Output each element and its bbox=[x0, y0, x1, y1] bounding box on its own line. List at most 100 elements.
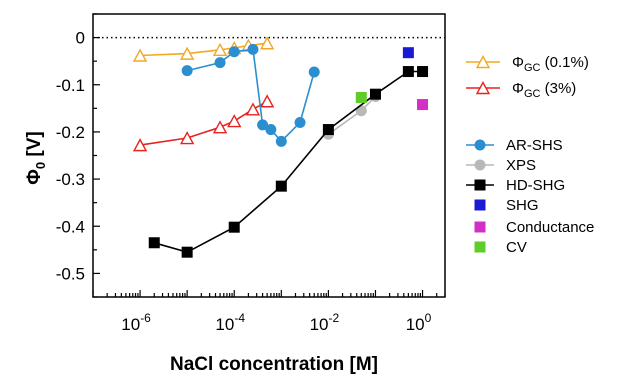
series-line bbox=[187, 48, 315, 143]
legend-label-main: XPS bbox=[506, 157, 536, 174]
legend-marker bbox=[475, 55, 491, 69]
legend-label: ΦGC (3%) bbox=[512, 80, 576, 100]
x-tick-label: 10-6 bbox=[121, 311, 151, 334]
y-tick-label: -0.5 bbox=[56, 264, 85, 283]
legend-label-sub: GC bbox=[524, 88, 541, 100]
legend-label: HD-SHG bbox=[506, 177, 565, 194]
legend-top: ΦGC (0.1%)ΦGC (3%) bbox=[466, 54, 589, 100]
x-tick-label-base: 10 bbox=[121, 315, 140, 334]
legend-marker bbox=[475, 81, 491, 95]
data-point bbox=[228, 46, 240, 58]
legend-entry: Conductance bbox=[474, 219, 594, 236]
legend-label-main: Conductance bbox=[506, 219, 594, 236]
data-point bbox=[275, 180, 287, 192]
data-point bbox=[181, 246, 193, 258]
series---gc-3 bbox=[132, 94, 275, 152]
legend-entry: ΦGC (0.1%) bbox=[466, 54, 589, 74]
x-axis: 10-6 10-4 10-2 100 bbox=[92, 290, 446, 334]
series-layer bbox=[132, 36, 429, 258]
legend-label-main: AR-SHS bbox=[506, 137, 563, 154]
legend-marker bbox=[474, 221, 486, 233]
x-axis-title: NaCl concentration [M] bbox=[170, 354, 378, 375]
data-point bbox=[179, 46, 195, 60]
y-axis-title-sub: 0 bbox=[33, 162, 48, 169]
x-tick-label: 10-2 bbox=[310, 311, 340, 334]
legend-label-main: Φ bbox=[512, 54, 524, 71]
data-point bbox=[417, 66, 429, 78]
data-point bbox=[308, 66, 320, 78]
data-point bbox=[402, 66, 414, 78]
legend-label-suffix: (3%) bbox=[540, 80, 576, 97]
legend-label: XPS bbox=[506, 157, 536, 174]
y-tick-label: -0.2 bbox=[56, 123, 85, 142]
y-axis: 0 -0.1 -0.2 -0.3 -0.4 -0.5 bbox=[56, 13, 100, 298]
legend-label-main: SHG bbox=[506, 197, 539, 214]
legend-label: SHG bbox=[506, 197, 539, 214]
x-tick-label-base: 10 bbox=[310, 315, 329, 334]
plot-area bbox=[92, 13, 446, 298]
series-ar-shs bbox=[181, 43, 320, 147]
data-point bbox=[132, 138, 148, 152]
series-shg bbox=[402, 47, 414, 59]
legend-entry: AR-SHS bbox=[466, 137, 563, 154]
data-point bbox=[355, 91, 367, 103]
series-line bbox=[153, 70, 423, 254]
data-point bbox=[265, 124, 277, 136]
legend-entry: XPS bbox=[466, 157, 536, 174]
legend-label-main: HD-SHG bbox=[506, 177, 565, 194]
x-tick-label: 10-4 bbox=[215, 311, 245, 334]
legend-label-main: Φ bbox=[512, 80, 524, 97]
y-tick-label: -0.1 bbox=[56, 76, 85, 95]
legend-label-main: CV bbox=[506, 239, 527, 256]
data-point bbox=[212, 42, 228, 57]
series-cv bbox=[355, 91, 367, 103]
data-point bbox=[212, 120, 228, 134]
legend-entry: SHG bbox=[474, 197, 539, 214]
data-point bbox=[259, 36, 275, 50]
y-axis-title-unit: [V] bbox=[24, 131, 45, 162]
series-line bbox=[139, 100, 268, 146]
legend-label: Conductance bbox=[506, 219, 594, 236]
data-point bbox=[245, 102, 261, 116]
x-tick-label-exp: 0 bbox=[425, 311, 432, 325]
legend-label-suffix: (0.1%) bbox=[540, 54, 588, 71]
legend-marker bbox=[474, 241, 486, 253]
legend-label: AR-SHS bbox=[506, 137, 563, 154]
plot-frame bbox=[92, 13, 446, 298]
legend-bottom: AR-SHS XPS HD-SHG SHG Conductance CV bbox=[466, 137, 594, 256]
data-point bbox=[369, 88, 381, 100]
y-tick-label: 0 bbox=[76, 29, 85, 48]
legend-label: CV bbox=[506, 239, 527, 256]
legend-marker bbox=[474, 159, 486, 171]
data-point bbox=[417, 99, 429, 111]
legend-label: ΦGC (0.1%) bbox=[512, 54, 589, 74]
legend-entry: ΦGC (3%) bbox=[466, 80, 576, 100]
legend-marker bbox=[474, 199, 486, 211]
series-conductance bbox=[417, 99, 429, 111]
x-tick-label-base: 10 bbox=[215, 315, 234, 334]
legend-entry: CV bbox=[474, 239, 527, 256]
data-point bbox=[294, 116, 306, 128]
legend-marker bbox=[474, 139, 486, 151]
y-axis-title-main: Φ bbox=[24, 169, 45, 185]
data-point bbox=[148, 237, 160, 249]
data-point bbox=[228, 221, 240, 233]
legend-label-sub: GC bbox=[524, 62, 541, 74]
x-tick-label-base: 10 bbox=[406, 315, 425, 334]
series-hd-shg bbox=[148, 66, 429, 258]
data-point bbox=[227, 114, 242, 128]
x-tick-label-exp: -2 bbox=[329, 311, 340, 325]
data-point bbox=[181, 65, 193, 77]
y-axis-title: Φ0 [V] bbox=[24, 131, 48, 184]
data-point bbox=[179, 131, 195, 145]
x-tick-label-exp: -4 bbox=[234, 311, 245, 325]
data-point bbox=[259, 94, 275, 108]
x-tick-label-exp: -6 bbox=[140, 311, 151, 325]
x-tick-label: 100 bbox=[406, 311, 432, 334]
legend-marker bbox=[474, 179, 486, 191]
data-point bbox=[275, 135, 287, 147]
y-tick-label: -0.3 bbox=[56, 170, 85, 189]
data-point bbox=[214, 57, 226, 69]
legend-entry: HD-SHG bbox=[466, 177, 565, 194]
